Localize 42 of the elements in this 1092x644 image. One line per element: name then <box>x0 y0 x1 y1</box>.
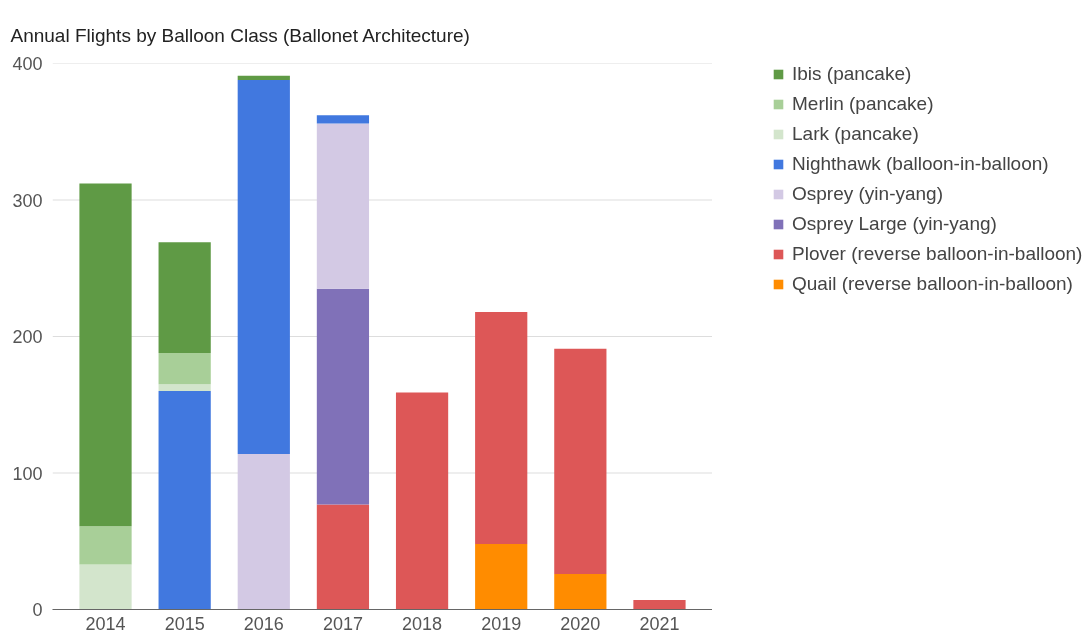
x-tick-label: 2020 <box>560 613 601 634</box>
x-tick-label: 2015 <box>164 613 205 634</box>
bar <box>158 391 211 610</box>
bar <box>79 564 132 610</box>
bar <box>554 348 607 575</box>
bar <box>554 574 607 610</box>
legend-label: Quail (reverse balloon-in-balloon) <box>792 273 1073 295</box>
bar <box>316 123 370 289</box>
x-tick-label: 2014 <box>85 613 126 634</box>
legend-label: Osprey (yin-yang) <box>792 183 943 205</box>
x-tick-label: 2018 <box>402 613 443 634</box>
bar <box>316 115 370 124</box>
bar <box>158 384 211 392</box>
bar <box>158 242 211 353</box>
legend-label: Lark (pancake) <box>792 123 919 145</box>
legend-label: Merlin (pancake) <box>792 93 934 115</box>
bar <box>237 79 290 454</box>
x-tick-label: 2016 <box>243 613 284 634</box>
x-tick-label: 2021 <box>639 613 680 634</box>
bar <box>237 75 290 80</box>
x-tick-label: 2019 <box>481 613 522 634</box>
y-tick-label: 300 <box>12 190 43 211</box>
chart-title: Annual Flights by Balloon Class (Ballonet Architecture) <box>10 24 470 46</box>
legend-label: Nighthawk (balloon-in-balloon) <box>792 153 1049 175</box>
bar <box>633 599 686 610</box>
y-tick-label: 0 <box>32 600 43 620</box>
legend-label: Osprey Large (yin-yang) <box>792 213 997 235</box>
bar <box>79 526 132 565</box>
bar <box>316 288 370 505</box>
bar <box>395 392 449 610</box>
bar <box>158 352 211 385</box>
y-tick-label: 200 <box>12 327 43 347</box>
bar <box>316 504 370 610</box>
bar <box>475 543 528 610</box>
y-tick-label: 100 <box>12 463 43 484</box>
legend-label: Plover (reverse balloon-in-balloon) <box>792 243 1083 265</box>
bar <box>79 183 132 527</box>
legend-label: Ibis (pancake) <box>792 63 912 85</box>
x-tick-label: 2017 <box>322 613 363 634</box>
bar <box>475 311 528 544</box>
bar <box>237 453 290 610</box>
y-tick-label: 400 <box>12 54 43 74</box>
